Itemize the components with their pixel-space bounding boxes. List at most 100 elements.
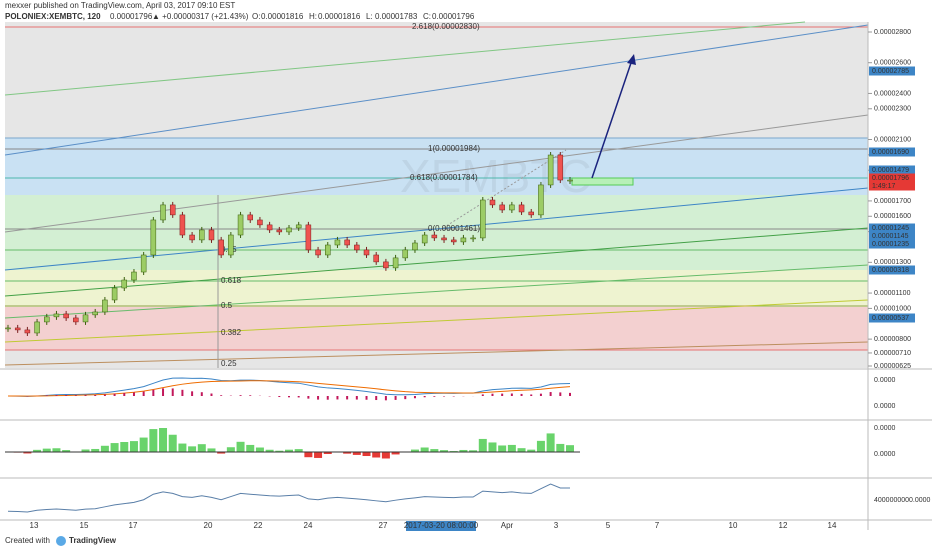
candle <box>276 229 283 233</box>
momentum-bar <box>217 452 226 454</box>
price-box-label: 0.00002785 <box>872 68 909 75</box>
fib-dash <box>439 149 567 231</box>
candle <box>24 329 31 334</box>
momentum-bar <box>536 440 545 452</box>
ohlc-label: L: <box>366 12 373 21</box>
x-tick-label: 27 <box>379 521 388 530</box>
momentum-bar <box>120 442 129 452</box>
momentum-bar <box>62 450 71 452</box>
x-tick-label: 15 <box>80 521 89 530</box>
fib-label: 0.618(0.00001784) <box>410 173 478 182</box>
momentum-bar <box>188 446 197 452</box>
momentum-bar <box>410 449 419 452</box>
y-tick-label: 0.00001000 <box>874 305 911 312</box>
candle <box>160 204 166 221</box>
momentum-bar <box>110 443 119 452</box>
momentum-bar <box>226 447 235 452</box>
ohlc-value: 0.00001783 <box>375 12 418 21</box>
candle <box>557 154 564 181</box>
momentum-bar <box>197 444 206 452</box>
candle <box>247 214 253 221</box>
candle <box>412 242 418 251</box>
footer-brand: TradingView <box>69 536 117 545</box>
momentum-bar <box>81 449 90 452</box>
price-box-label: 0.00001145 <box>872 233 909 240</box>
candle <box>92 311 98 316</box>
momentum-bar <box>343 452 352 454</box>
momentum-bar <box>168 434 177 452</box>
candle <box>73 317 79 323</box>
price-box-label: 0.00001796 <box>872 175 909 182</box>
indicator-label: 0.0000 <box>874 403 896 410</box>
ohlc-label: C: <box>423 12 431 21</box>
momentum-bar <box>420 447 429 452</box>
price-box-label: 0.00001245 <box>872 225 909 232</box>
momentum-bar <box>285 449 293 452</box>
momentum-bar <box>546 433 555 452</box>
momentum-bar <box>265 449 274 452</box>
candle <box>63 313 69 319</box>
target-box <box>571 177 634 186</box>
price-box <box>869 265 915 275</box>
price-box <box>869 231 915 241</box>
change: ▲ +0.00000317 (+21.43%) <box>152 12 249 21</box>
y-tick-label: 0.00002100 <box>874 136 911 143</box>
channel-line <box>4 187 869 271</box>
fib-label: 0.382 <box>221 328 242 337</box>
candle <box>547 154 554 186</box>
candle <box>509 204 515 211</box>
momentum-bar <box>246 444 255 452</box>
x-tick-label: 13 <box>30 521 39 530</box>
momentum-bar <box>23 452 32 454</box>
momentum-bar <box>362 452 371 457</box>
candle <box>286 227 292 233</box>
candle <box>334 239 341 246</box>
candle <box>218 239 224 256</box>
symbol: POLONIEX:XEMBTC, 120 <box>5 12 101 21</box>
candle <box>140 254 147 273</box>
candle <box>383 261 389 269</box>
candle <box>392 257 399 269</box>
y-tick-label: 0.00001300 <box>874 259 911 266</box>
candle <box>363 249 370 256</box>
y-tick-label: 0.00001700 <box>874 198 911 205</box>
candle <box>354 244 360 251</box>
momentum-bar <box>52 448 61 452</box>
arrow-head <box>627 54 636 65</box>
momentum-bar <box>275 450 284 452</box>
momentum-bar <box>207 448 216 452</box>
candle <box>266 224 273 231</box>
momentum-bar <box>430 449 439 452</box>
candle <box>44 316 50 323</box>
ohlc-value: 0.00001816 <box>261 12 304 21</box>
footer-created: Created with <box>5 536 50 545</box>
ohlc-label: O: <box>252 12 260 21</box>
momentum-bar <box>294 449 303 452</box>
x-tick-label: 20 <box>204 521 213 530</box>
channel-line <box>4 24 869 156</box>
momentum-bar <box>566 445 574 452</box>
price-box <box>869 239 915 249</box>
zone-red <box>5 305 868 350</box>
candle <box>237 214 244 236</box>
momentum-bar <box>236 441 245 452</box>
volume-line <box>7 483 570 513</box>
price-box <box>869 147 915 157</box>
candle <box>34 321 40 334</box>
momentum-bar <box>517 448 526 452</box>
channel-line <box>4 114 869 233</box>
candle <box>567 179 573 182</box>
channel-line <box>4 299 869 343</box>
y-tick-label: 0.00000710 <box>874 350 911 357</box>
candle <box>82 314 89 323</box>
momentum-bar <box>178 443 187 452</box>
price-box-label: 0.00000318 <box>872 267 909 274</box>
momentum-bar <box>100 445 109 452</box>
candle <box>373 254 379 263</box>
candle <box>150 219 157 256</box>
momentum-bar <box>129 441 138 452</box>
zone-green <box>5 195 868 270</box>
candle <box>460 237 467 243</box>
channel-line <box>4 21 806 96</box>
